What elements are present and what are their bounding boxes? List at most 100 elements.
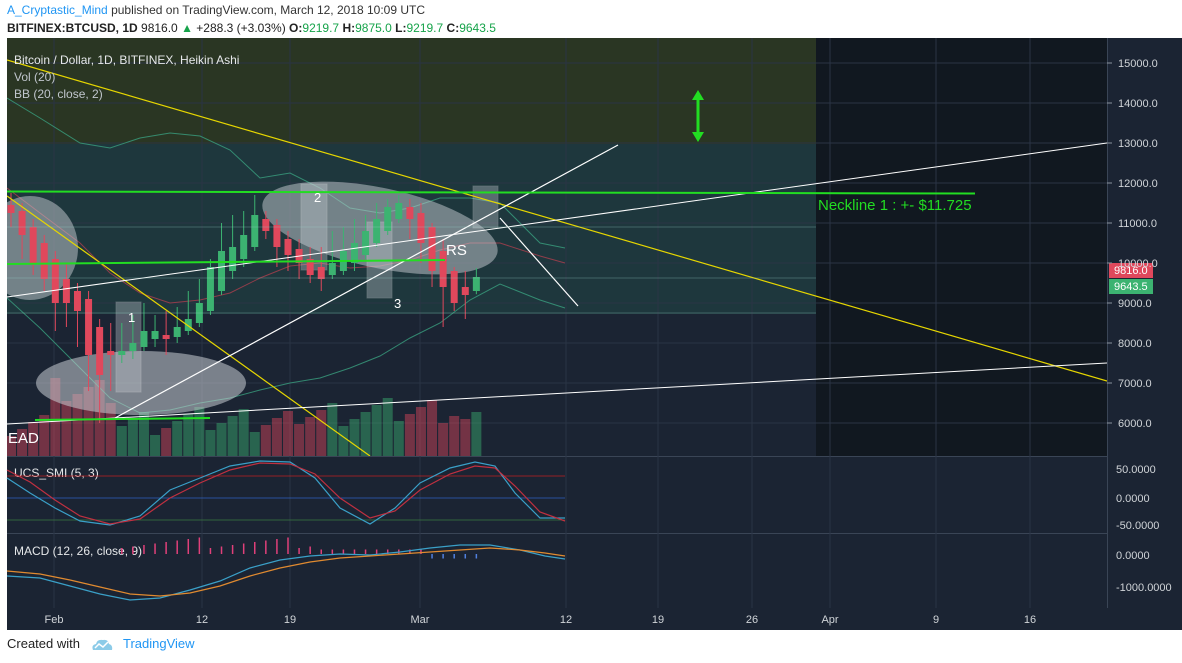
- tradingview-link[interactable]: TradingView: [123, 636, 195, 651]
- time-tick-label: 19: [284, 614, 296, 626]
- candle-body: [328, 263, 336, 275]
- high-value: 9875.0: [355, 21, 392, 35]
- smi-pane[interactable]: [7, 457, 1107, 533]
- publish-text: published on TradingView.com, March 12, …: [111, 3, 426, 17]
- volume-bar: [7, 436, 16, 456]
- candle-body: [350, 243, 358, 263]
- bb-upper: [7, 97, 566, 249]
- time-tick-label: 16: [1024, 614, 1036, 626]
- volume-bar: [283, 411, 293, 456]
- candle-body: [40, 243, 48, 279]
- candle-body: [450, 271, 458, 303]
- indicator-axis-labels: 50.0000 0.0000 -50.0000 0.0000 -1000.000…: [1116, 464, 1172, 594]
- yellow-steep-line: [7, 195, 371, 456]
- volume-bar: [404, 414, 415, 456]
- bb-legend[interactable]: BB (20, close, 2): [14, 87, 103, 101]
- white-decline-line: [499, 217, 579, 307]
- candle-body: [218, 251, 226, 291]
- price-tick-label: 8000.0: [1118, 338, 1152, 350]
- volume-bar: [427, 400, 438, 456]
- volume-bar: [72, 394, 83, 456]
- macd-legend[interactable]: MACD (12, 26, close, 9): [14, 544, 142, 558]
- svg-text:-50.0000: -50.0000: [1116, 520, 1159, 532]
- price-axis-labels: 15000.0 14000.0 13000.0 12000.0 11000.0 10000…: [1107, 58, 1158, 430]
- candle-body: [273, 225, 281, 247]
- white-neck-line: [7, 142, 1107, 298]
- volume-bar: [39, 415, 50, 456]
- green-support-line: [7, 259, 446, 265]
- price-axis[interactable]: [1107, 38, 1182, 608]
- candle-body: [373, 219, 381, 243]
- price-tick-label: 6000.0: [1118, 418, 1152, 430]
- neckline: [7, 190, 976, 195]
- macd-pane[interactable]: [7, 534, 1107, 608]
- chart-canvas[interactable]: Neckline 1 : +- $11.725 RS 1 2 3 EAD Bit…: [0, 38, 1182, 630]
- close-value: 9643.5: [459, 21, 496, 35]
- volume-bar: [316, 410, 327, 456]
- volume-bar: [28, 422, 39, 456]
- candle-body: [51, 259, 59, 303]
- target-arrow-icon: [692, 90, 704, 142]
- volume-bar: [415, 407, 426, 456]
- volume-bar: [349, 419, 360, 456]
- candle-body: [439, 251, 447, 287]
- candle-body: [18, 211, 26, 235]
- volume-bar: [227, 416, 238, 456]
- volume-bar: [471, 412, 482, 456]
- price-tags: 9816.0 9643.5: [1109, 263, 1153, 294]
- grid: [7, 38, 1107, 608]
- candle-body: [173, 327, 181, 337]
- symbol-label: BITFINEX:BTCUSD, 1D: [7, 21, 138, 35]
- svg-text:0.0000: 0.0000: [1116, 550, 1150, 562]
- label-3: 3: [394, 296, 401, 311]
- author-link[interactable]: A_Cryptastic_Mind: [7, 3, 108, 17]
- volume-bar: [150, 435, 161, 456]
- candle-body: [96, 327, 104, 375]
- volume-bar: [194, 407, 205, 456]
- candle-body: [306, 259, 314, 275]
- volume-bar: [460, 419, 471, 456]
- price-tick-label: 11000.0: [1118, 218, 1157, 230]
- candle-body: [406, 207, 414, 219]
- candles: [7, 193, 480, 423]
- volume-bar: [61, 401, 72, 456]
- svg-text:50.0000: 50.0000: [1116, 464, 1156, 476]
- candle-body: [118, 351, 126, 355]
- volume-bar: [371, 405, 382, 456]
- price-tick-label: 10000.0: [1118, 258, 1158, 270]
- svg-text:-1000.0000: -1000.0000: [1116, 582, 1172, 594]
- price-tick-label: 9000.0: [1118, 298, 1152, 310]
- footer: Created with TradingView: [7, 636, 195, 652]
- time-tick-label: 9: [933, 614, 939, 626]
- time-axis[interactable]: [7, 608, 1182, 630]
- candle-body: [284, 239, 292, 255]
- white-support-line: [114, 144, 619, 419]
- volume-bar: [360, 412, 371, 456]
- candle-body: [7, 205, 15, 213]
- svg-text:0.0000: 0.0000: [1116, 493, 1150, 505]
- macd-line: [6, 544, 566, 601]
- time-tick-label: 12: [560, 614, 572, 626]
- time-tick-label: Mar: [411, 614, 430, 626]
- volume-bar: [338, 426, 349, 456]
- time-tick-label: 19: [652, 614, 664, 626]
- volume-bar: [183, 414, 194, 456]
- smi-legend[interactable]: UCS_SMI (5, 3): [14, 466, 99, 480]
- label-1: 1: [128, 310, 135, 325]
- candle-body: [184, 319, 192, 331]
- time-axis-labels: Feb 12 19 Mar 12 19 26 Apr 9 16: [45, 614, 1037, 626]
- volume-bar: [105, 403, 116, 456]
- future-zone: [816, 38, 1107, 456]
- time-tick-label: 12: [196, 614, 208, 626]
- price-tick-label: 7000.0: [1118, 378, 1152, 390]
- candle-body: [262, 219, 270, 231]
- macd-lines: [6, 544, 566, 601]
- volume-bar: [238, 409, 249, 456]
- candle-body: [151, 331, 159, 339]
- price-tick-label: 13000.0: [1118, 138, 1158, 150]
- vol-legend[interactable]: Vol (20): [14, 70, 55, 84]
- macd-signal: [6, 547, 566, 597]
- chart-title: Bitcoin / Dollar, 1D, BITFINEX, Heikin A…: [14, 53, 239, 67]
- candle-body: [251, 215, 259, 247]
- candle-body: [229, 247, 237, 271]
